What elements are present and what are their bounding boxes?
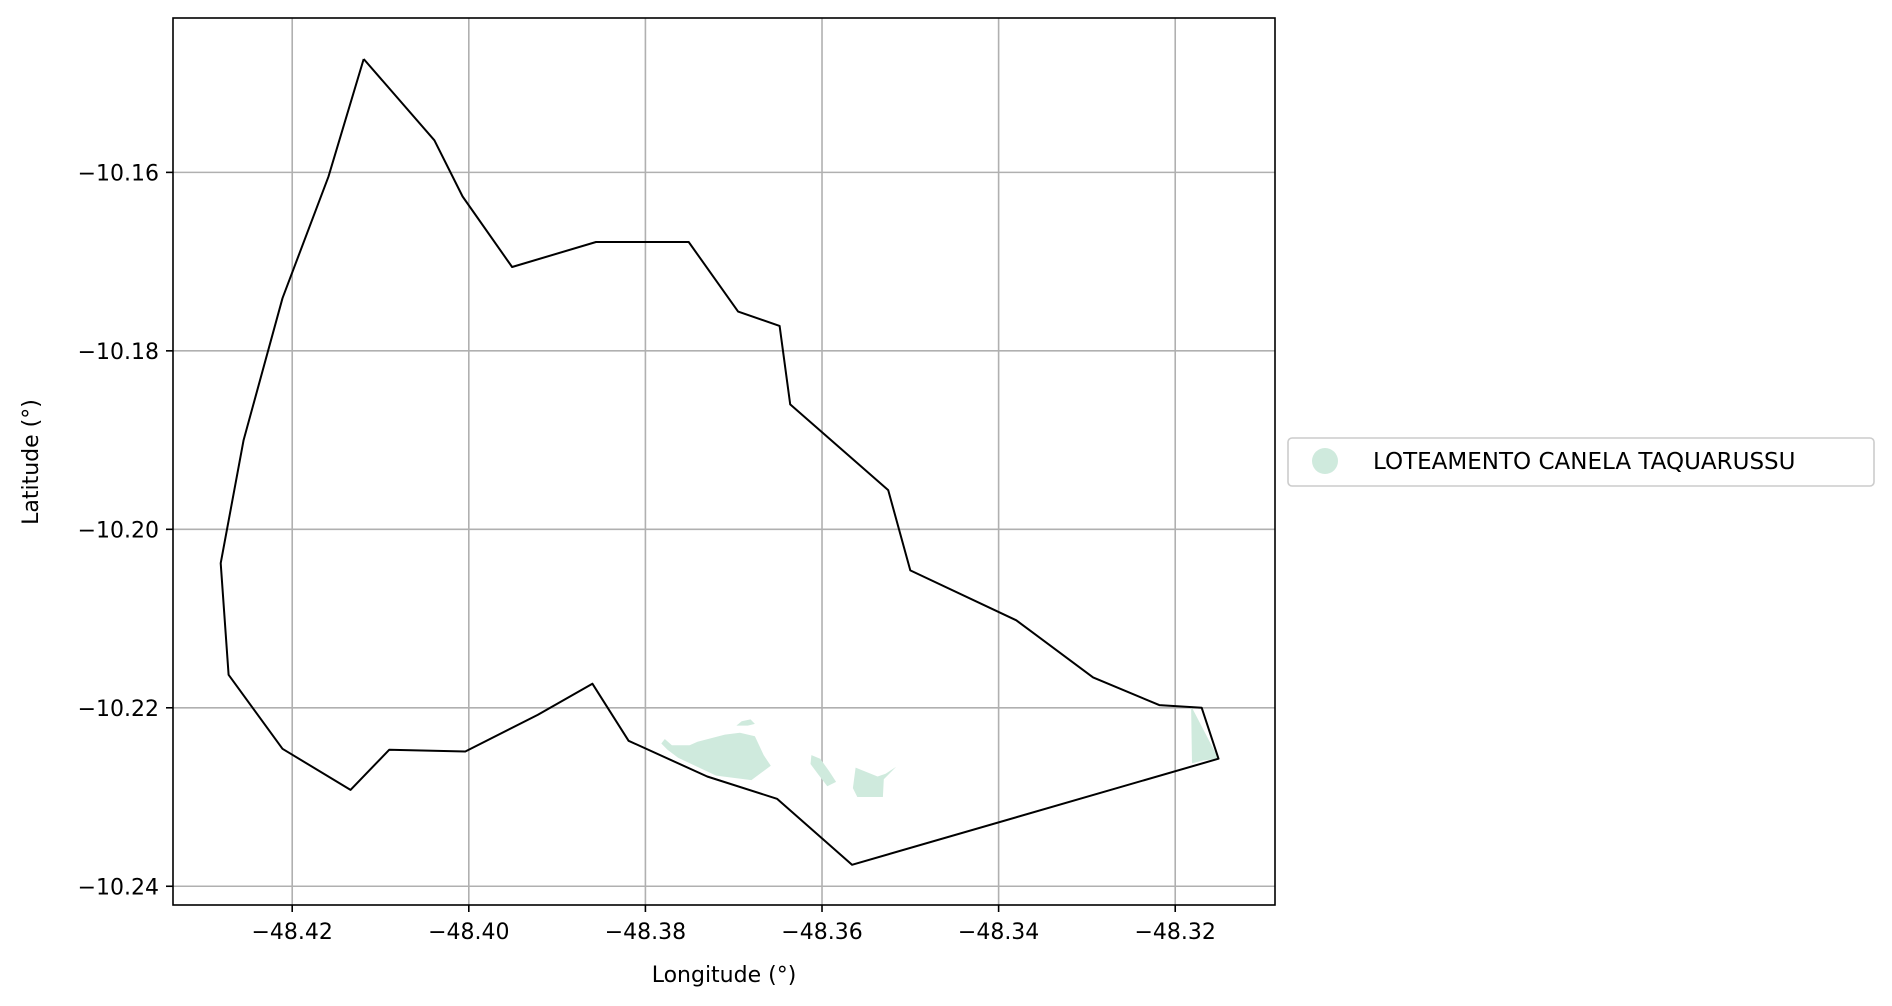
x-tick-label: −48.36 bbox=[781, 920, 862, 945]
x-tick-label: −48.38 bbox=[605, 920, 686, 945]
y-tick-label: −10.18 bbox=[78, 340, 159, 365]
x-tick-label: −48.40 bbox=[428, 920, 509, 945]
legend: LOTEAMENTO CANELA TAQUARUSSU bbox=[1287, 437, 1875, 487]
x-axis-title: Longitude (°) bbox=[652, 963, 797, 988]
fill-areas bbox=[661, 706, 1219, 797]
x-tick-label: −48.34 bbox=[958, 920, 1039, 945]
grid-lines bbox=[173, 18, 1275, 905]
loteamento-area bbox=[661, 732, 771, 781]
district-boundary-line bbox=[219, 58, 1220, 866]
loteamento-area bbox=[810, 755, 837, 787]
y-axis-ticks: −10.16 −10.18 −10.20 −10.22 −10.24 bbox=[78, 161, 173, 900]
x-tick-label: −48.42 bbox=[251, 920, 332, 945]
loteamento-area bbox=[736, 719, 755, 726]
legend-marker bbox=[1312, 448, 1338, 474]
y-tick-label: −10.24 bbox=[78, 875, 159, 900]
loteamento-area bbox=[852, 766, 897, 797]
plot-frame bbox=[172, 17, 1276, 906]
legend-box bbox=[1287, 437, 1875, 487]
loteamento-area bbox=[1191, 706, 1219, 764]
x-axis-ticks: −48.42 −48.40 −48.38 −48.36 −48.34 −48.32 bbox=[251, 905, 1216, 945]
x-tick-label: −48.32 bbox=[1135, 920, 1216, 945]
y-axis-title: Latitude (°) bbox=[19, 399, 44, 525]
legend-label: LOTEAMENTO CANELA TAQUARUSSU bbox=[1373, 449, 1796, 475]
y-tick-label: −10.20 bbox=[78, 518, 159, 543]
boundary-outline bbox=[219, 58, 1220, 866]
y-tick-label: −10.22 bbox=[78, 697, 159, 722]
y-tick-label: −10.16 bbox=[78, 161, 159, 186]
